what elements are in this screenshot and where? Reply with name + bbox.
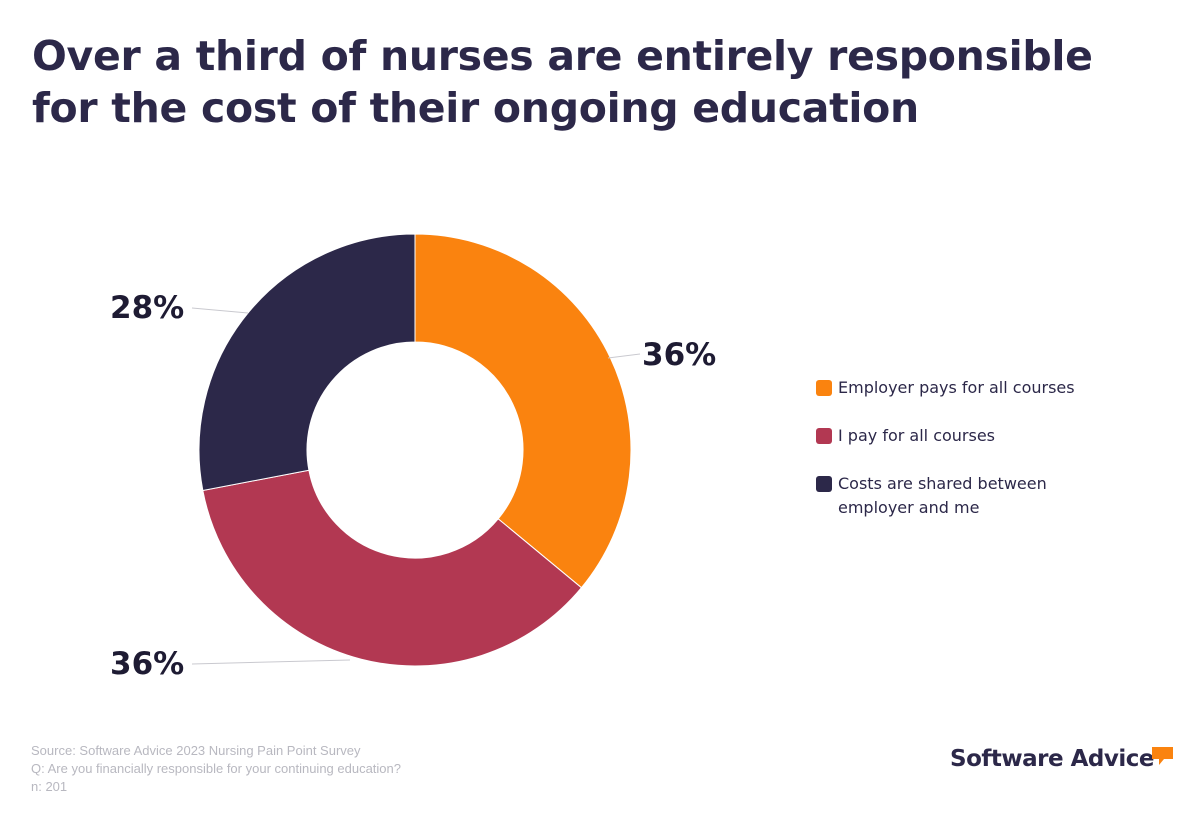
data-label-costs-shared: 28% xyxy=(110,290,184,326)
donut-slice-employer-pays xyxy=(414,233,632,589)
survey-question: Q: Are you financially responsible for y… xyxy=(31,761,401,776)
data-labels: 36% 36% 28% xyxy=(110,290,716,682)
donut-slices xyxy=(198,233,632,667)
leader-line-employer-pays xyxy=(607,353,641,359)
legend-swatch-i-pay xyxy=(816,428,832,444)
legend-item-employer-pays: Employer pays for all courses xyxy=(816,376,1086,400)
legend-swatch-employer-pays xyxy=(816,380,832,396)
chart-title-line-2: for the cost of their ongoing education xyxy=(32,84,919,132)
speech-bubble-icon xyxy=(1152,747,1173,765)
legend-label-costs-shared: Costs are shared between employer and me xyxy=(838,474,1047,517)
chart-title: Over a third of nurses are entirely resp… xyxy=(32,30,1152,134)
legend-label-i-pay: I pay for all courses xyxy=(838,426,996,445)
donut-slice-costs-shared xyxy=(198,233,416,492)
sample-size: n: 201 xyxy=(31,779,68,794)
data-label-i-pay: 36% xyxy=(110,646,184,682)
brand-name: Software Advice xyxy=(950,746,1154,772)
leader-line-i-pay xyxy=(191,659,351,665)
legend-label-employer-pays: Employer pays for all courses xyxy=(838,378,1075,397)
chart-title-line-1: Over a third of nurses are entirely resp… xyxy=(32,32,1093,80)
source-note: Source: Software Advice 2023 Nursing Pai… xyxy=(31,743,361,758)
legend-swatch-costs-shared xyxy=(816,476,832,492)
chart-legend: Employer pays for all courses I pay for … xyxy=(816,376,1086,544)
software-advice-logo: Software Advice xyxy=(950,746,1154,780)
chart-footer: Source: Software Advice 2023 Nursing Pai… xyxy=(31,742,401,796)
legend-item-i-pay: I pay for all courses xyxy=(816,424,1086,448)
data-label-employer-pays: 36% xyxy=(642,337,716,373)
legend-item-costs-shared: Costs are shared between employer and me xyxy=(816,472,1086,520)
label-leader-lines xyxy=(191,307,641,665)
donut-slice-i-pay xyxy=(202,469,583,667)
leader-line-costs-shared xyxy=(191,307,249,314)
